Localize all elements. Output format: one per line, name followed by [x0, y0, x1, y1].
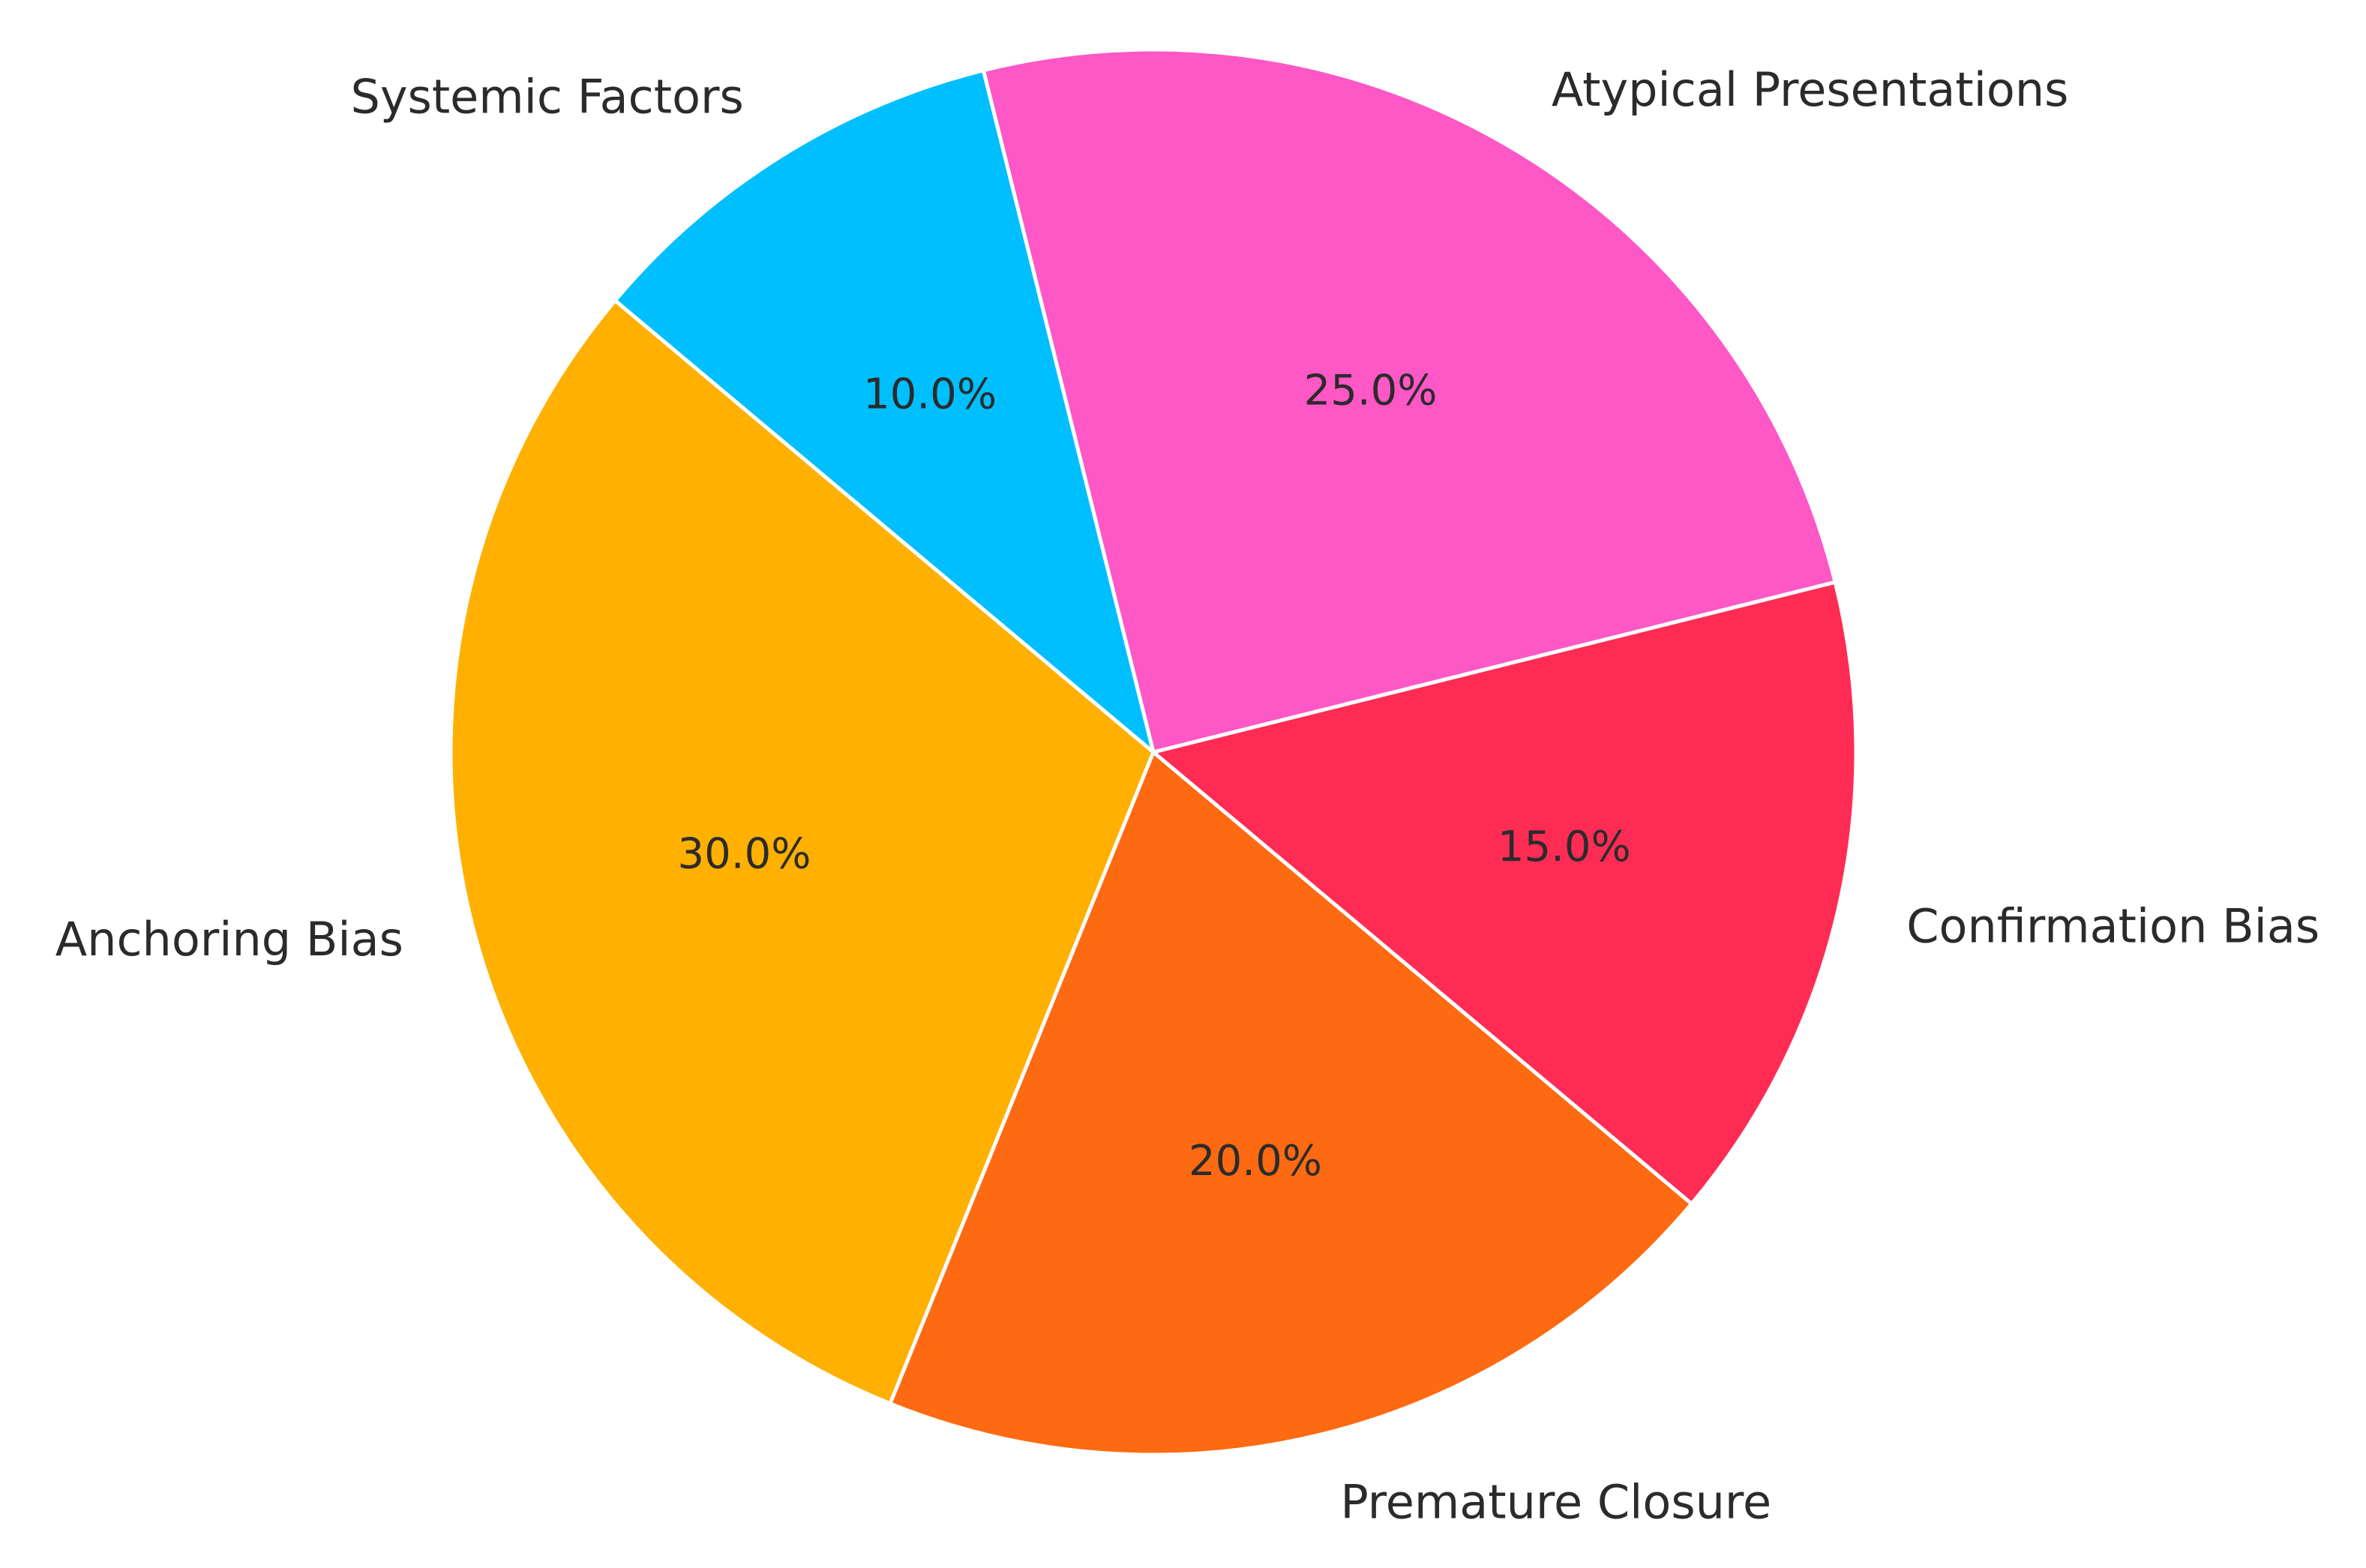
pie-labels: 30.0% Anchoring Bias 20.0% Premature Closur…	[55, 62, 2320, 1530]
pie-slice-confirmation-bias	[1151, 580, 1858, 1206]
pie-category-label: Anchoring Bias	[55, 912, 403, 967]
pie-category-label: Premature Closure	[1340, 1475, 1771, 1530]
pie-percent-label: 30.0%	[678, 830, 811, 879]
pie-category-label: Systemic Factors	[350, 69, 743, 124]
pie-slice-anchoring-bias	[448, 298, 1156, 1406]
pie-slice-premature-closure	[888, 750, 1694, 1457]
pie-slice-atypical-presentations	[981, 47, 1837, 754]
pie-category-label: Atypical Presentations	[1552, 62, 2069, 117]
pie-slices	[448, 47, 1858, 1457]
pie-slice-systemic-factors	[613, 68, 1156, 754]
pie-percent-label: 25.0%	[1304, 367, 1438, 415]
pie-percent-label: 15.0%	[1498, 823, 1631, 871]
pie-percent-label: 20.0%	[1189, 1137, 1322, 1186]
pie-category-label: Confirmation Bias	[1906, 898, 2320, 953]
pie-percent-label: 10.0%	[863, 370, 997, 419]
